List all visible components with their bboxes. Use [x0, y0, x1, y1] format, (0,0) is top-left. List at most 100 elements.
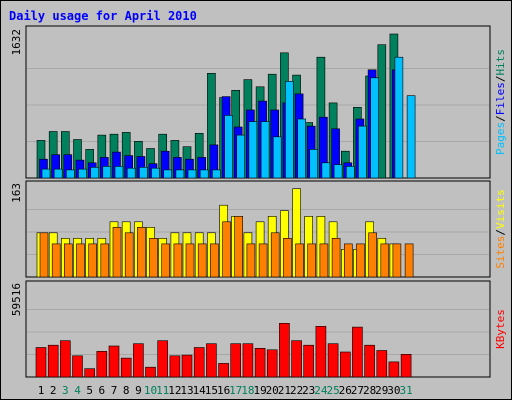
bar-kbytes-day-10: [145, 366, 156, 378]
chart-title: Daily usage for April 2010: [9, 9, 197, 23]
day-label-6: 6: [98, 384, 105, 397]
bar-kbytes-day-17: [230, 343, 241, 378]
bar-kbytes-day-6: [96, 350, 108, 378]
bar-pages-day-10: [151, 167, 160, 179]
bar-pages-day-12: [175, 169, 185, 179]
bar-kbytes-day-4: [72, 355, 83, 378]
bar-kbytes-day-13: [181, 354, 193, 378]
bar-sites-day-10: [149, 238, 158, 278]
bar-sites-day-3: [63, 243, 73, 278]
bar-sites-day-6: [100, 243, 110, 278]
bar-pages-day-21: [285, 81, 294, 179]
legend: Sites/Visits: [494, 189, 507, 269]
legend-visits: Visits: [494, 189, 507, 229]
bar-sites-day-30: [392, 243, 402, 278]
bar-pages-day-18: [248, 121, 258, 179]
day-label-4: 4: [74, 384, 81, 397]
bar-sites-day-23: [307, 243, 317, 278]
legend: Pages/Files/Hits: [494, 49, 507, 155]
bar-pages-day-5: [90, 167, 99, 179]
legend-sites: Sites: [494, 236, 507, 269]
bar-kbytes-day-9: [133, 343, 144, 378]
day-label-15: 15: [205, 384, 218, 397]
day-label-11: 11: [156, 384, 169, 397]
bar-pages-day-6: [102, 166, 112, 179]
day-label-19: 19: [253, 384, 266, 397]
legend-files: Files: [494, 82, 507, 115]
day-label-28: 28: [363, 384, 376, 397]
day-label-27: 27: [351, 384, 364, 397]
day-label-13: 13: [180, 384, 193, 397]
bar-sites-day-13: [185, 243, 195, 278]
day-label-31: 31: [399, 384, 412, 397]
bar-sites-day-14: [197, 243, 207, 278]
bar-kbytes-day-8: [120, 357, 132, 378]
bar-kbytes-day-30: [388, 361, 400, 378]
bar-sites-day-2: [51, 243, 61, 278]
legend-separator: /: [494, 76, 507, 83]
day-label-10: 10: [144, 384, 157, 397]
day-axis: 1 2 3 4 5 6 7 8 9 1011121314151617181920212223242…: [38, 384, 413, 397]
bar-pages-day-13: [187, 169, 197, 179]
bar-kbytes-day-28: [364, 344, 375, 378]
bar-sites-day-31: [404, 243, 414, 278]
y-max-label: 1632: [10, 29, 23, 56]
bar-pages-day-20: [272, 136, 282, 179]
bar-kbytes-day-31: [400, 353, 412, 378]
legend-separator: /: [494, 229, 507, 236]
bar-sites-day-7: [112, 227, 122, 278]
day-label-17: 17: [229, 384, 242, 397]
bar-sites-day-4: [76, 243, 85, 278]
bar-kbytes-day-11: [157, 340, 168, 378]
legend-kbytes: KBytes: [494, 309, 507, 349]
bar-sites-day-16: [222, 221, 231, 278]
bar-pages-day-9: [139, 167, 148, 179]
day-label-9: 9: [135, 384, 142, 397]
day-label-7: 7: [111, 384, 118, 397]
bar-sites-day-22: [295, 243, 304, 278]
bar-kbytes-day-24: [315, 325, 327, 378]
bar-kbytes-day-14: [193, 347, 205, 378]
panel-kbytes: 59516 KBytes: [10, 280, 507, 378]
day-label-16: 16: [217, 384, 230, 397]
bar-sites-day-17: [234, 216, 243, 278]
bar-pages-day-7: [114, 166, 124, 179]
bar-pages-day-28: [370, 77, 379, 179]
bar-kbytes-day-1: [35, 347, 47, 378]
day-label-5: 5: [86, 384, 93, 397]
day-label-21: 21: [278, 384, 291, 397]
bar-pages-day-15: [212, 169, 221, 179]
legend: KBytes: [494, 309, 507, 349]
bar-kbytes-day-12: [169, 355, 181, 378]
day-label-30: 30: [387, 384, 400, 397]
bar-sites-day-24: [319, 243, 329, 278]
bar-kbytes-day-5: [84, 368, 95, 378]
bar-pages-day-4: [78, 168, 87, 179]
bar-pages-day-8: [126, 167, 136, 179]
bar-kbytes-day-20: [266, 349, 278, 378]
day-label-22: 22: [290, 384, 303, 397]
bar-kbytes-day-26: [339, 351, 351, 378]
day-label-29: 29: [375, 384, 388, 397]
bar-pages-day-11: [163, 169, 172, 179]
bar-sites-day-20: [270, 232, 280, 278]
bar-sites-day-11: [161, 243, 170, 278]
bar-sites-day-27: [356, 243, 365, 278]
bar-pages-day-26: [345, 166, 355, 179]
bar-pages-day-2: [53, 168, 63, 179]
legend-hits: Hits: [494, 49, 507, 76]
bar-pages-day-16: [224, 115, 233, 179]
legend-separator: /: [494, 115, 507, 122]
bar-kbytes-day-27: [352, 326, 363, 378]
bar-sites-day-29: [380, 243, 390, 278]
bar-pages-day-24: [321, 162, 331, 179]
bar-sites-day-1: [39, 232, 49, 278]
bar-kbytes-day-25: [327, 343, 339, 378]
bar-sites-day-25: [331, 238, 341, 278]
day-label-25: 25: [326, 384, 339, 397]
panel-hits-files-pages: 1632 Pages/Files/Hits: [10, 25, 507, 179]
day-label-26: 26: [339, 384, 352, 397]
bar-sites-day-8: [124, 232, 134, 278]
bar-pages-day-14: [199, 169, 209, 179]
